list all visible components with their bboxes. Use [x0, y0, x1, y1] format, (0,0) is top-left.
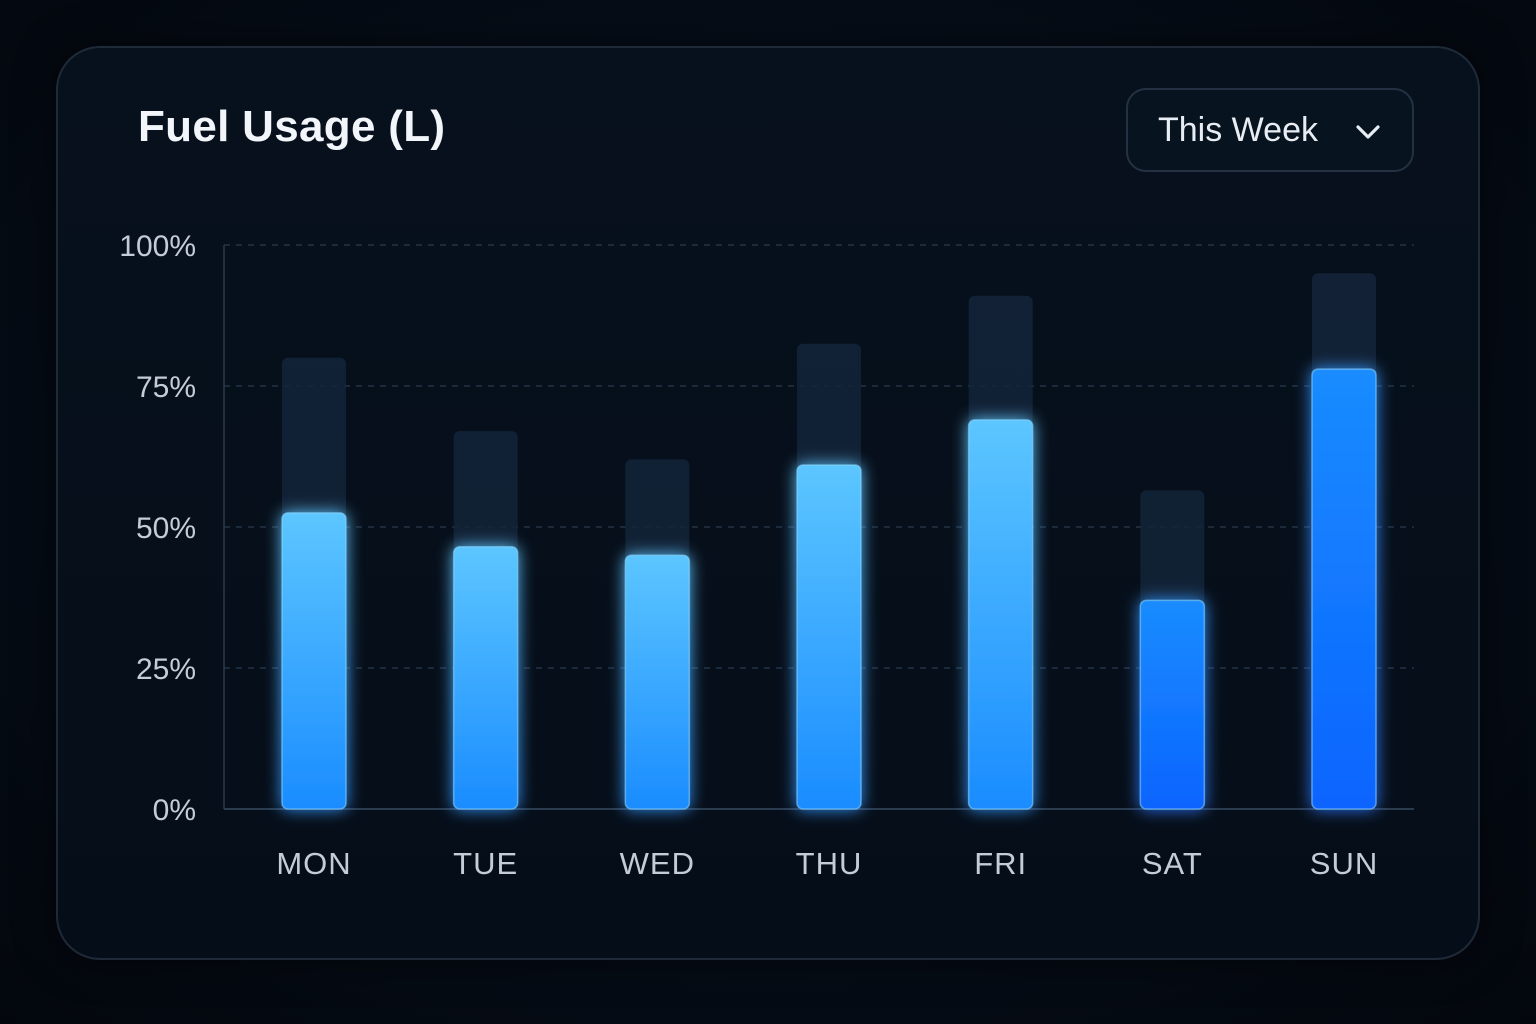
bar — [624, 554, 691, 810]
x-axis-ticks: MON TUE WED THU FRI SAT SUN — [276, 846, 1378, 881]
y-tick-label: 75% — [136, 371, 196, 404]
x-tick-label: WED — [620, 846, 695, 881]
x-tick-label: SUN — [1310, 846, 1378, 881]
y-axis-ticks: 0% 25% 50% 75% 100% — [119, 230, 196, 827]
bar — [1139, 599, 1206, 810]
y-tick-label: 0% — [153, 794, 196, 827]
chart-title: Fuel Usage (L) — [138, 102, 446, 151]
y-tick-label: 100% — [119, 230, 196, 263]
y-tick-label: 25% — [136, 653, 196, 686]
bar — [1311, 368, 1377, 810]
period-dropdown-label: This Week — [1158, 110, 1318, 149]
x-tick-label: THU — [796, 846, 863, 881]
x-tick-label: MON — [276, 846, 351, 881]
period-dropdown[interactable]: This Week — [1126, 88, 1414, 172]
chevron-down-icon — [1356, 125, 1380, 139]
bar — [967, 419, 1034, 810]
x-tick-label: TUE — [453, 846, 518, 881]
x-tick-label: FRI — [974, 846, 1027, 881]
bar — [452, 545, 519, 810]
y-tick-label: 50% — [136, 512, 196, 545]
bars — [281, 368, 1377, 810]
bar — [796, 464, 862, 810]
x-tick-label: SAT — [1142, 846, 1203, 881]
bar — [281, 512, 347, 810]
